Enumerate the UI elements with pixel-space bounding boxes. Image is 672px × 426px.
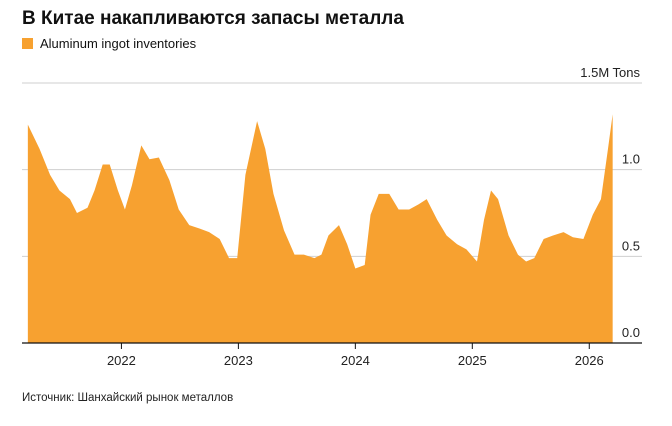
x-tick-label: 2024: [341, 353, 370, 368]
x-tick-label: 2025: [458, 353, 487, 368]
y-tick-label: 1.5M Tons: [580, 65, 640, 80]
legend-label: Aluminum ingot inventories: [40, 36, 197, 51]
source: Источник: Шанхайский рынок металлов: [22, 392, 233, 404]
chart-title: В Китае накапливаются запасы металла: [22, 8, 404, 29]
x-tick-label: 2026: [575, 353, 604, 368]
legend-swatch: [22, 38, 33, 49]
area: [27, 114, 613, 343]
y-tick-label: 0.0: [622, 325, 640, 340]
y-tick-label: 0.5: [622, 238, 640, 253]
y-tick-label: 1.0: [622, 152, 640, 167]
x-tick-label: 2023: [224, 353, 253, 368]
x-tick-label: 2022: [107, 353, 136, 368]
